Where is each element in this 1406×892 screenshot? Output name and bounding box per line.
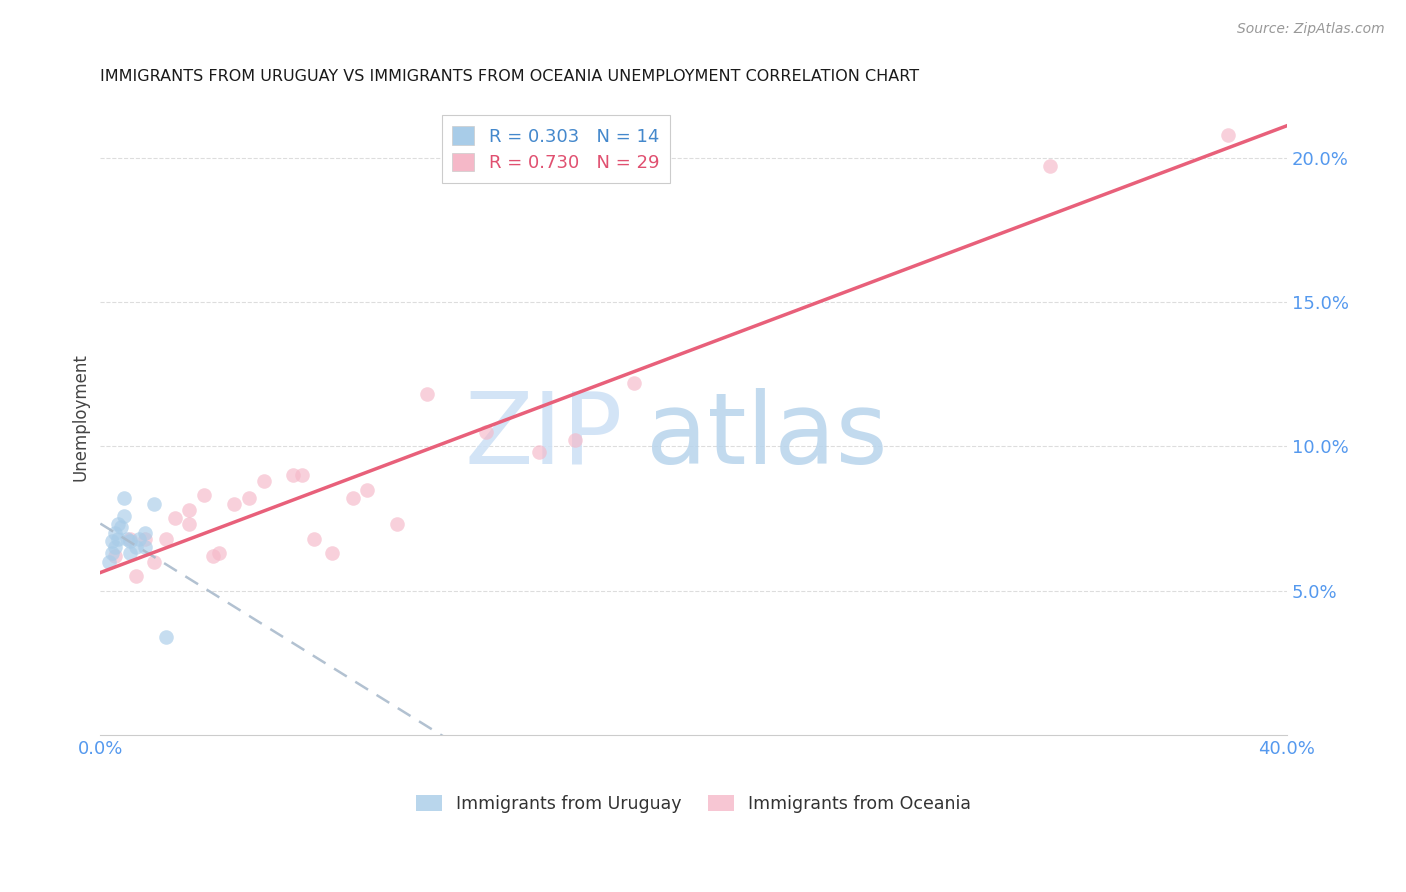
Point [1039, 159, 1062, 173]
Text: atlas: atlas [647, 388, 887, 485]
Point [356, 483, 378, 497]
Point [564, 434, 586, 448]
Point [155, 630, 177, 644]
Point [134, 532, 156, 546]
Point [125, 569, 148, 583]
Point [529, 445, 551, 459]
Point [163, 511, 186, 525]
Point [142, 497, 165, 511]
Point [128, 532, 150, 546]
Text: ZIP: ZIP [464, 388, 623, 485]
Text: IMMIGRANTS FROM URUGUAY VS IMMIGRANTS FROM OCEANIA UNEMPLOYMENT CORRELATION CHAR: IMMIGRANTS FROM URUGUAY VS IMMIGRANTS FR… [100, 69, 920, 84]
Point [107, 532, 129, 546]
Point [623, 376, 645, 390]
Point [104, 525, 127, 540]
Point [238, 491, 260, 506]
Point [98, 555, 121, 569]
Point [321, 546, 343, 560]
Point [112, 508, 135, 523]
Point [107, 517, 129, 532]
Point [125, 541, 148, 555]
Point [342, 491, 364, 506]
Point [208, 546, 231, 560]
Point [104, 541, 127, 555]
Point [302, 532, 325, 546]
Point [134, 525, 156, 540]
Point [179, 502, 201, 516]
Point [142, 555, 165, 569]
Point [475, 425, 498, 439]
Point [118, 546, 141, 560]
Point [291, 468, 314, 483]
Point [179, 517, 201, 532]
Point [283, 468, 305, 483]
Point [415, 387, 437, 401]
Point [252, 474, 274, 488]
Point [104, 549, 127, 563]
Point [112, 491, 135, 506]
Point [118, 532, 141, 546]
Point [118, 534, 141, 549]
Point [385, 517, 408, 532]
Point [1216, 128, 1239, 142]
Text: Source: ZipAtlas.com: Source: ZipAtlas.com [1237, 22, 1385, 37]
Point [115, 532, 138, 546]
Point [222, 497, 245, 511]
Y-axis label: Unemployment: Unemployment [72, 353, 89, 482]
Point [101, 546, 124, 560]
Point [193, 488, 215, 502]
Point [101, 534, 124, 549]
Point [134, 541, 156, 555]
Point [110, 520, 132, 534]
Legend: Immigrants from Uruguay, Immigrants from Oceania: Immigrants from Uruguay, Immigrants from… [409, 788, 977, 820]
Point [155, 532, 177, 546]
Point [202, 549, 225, 563]
